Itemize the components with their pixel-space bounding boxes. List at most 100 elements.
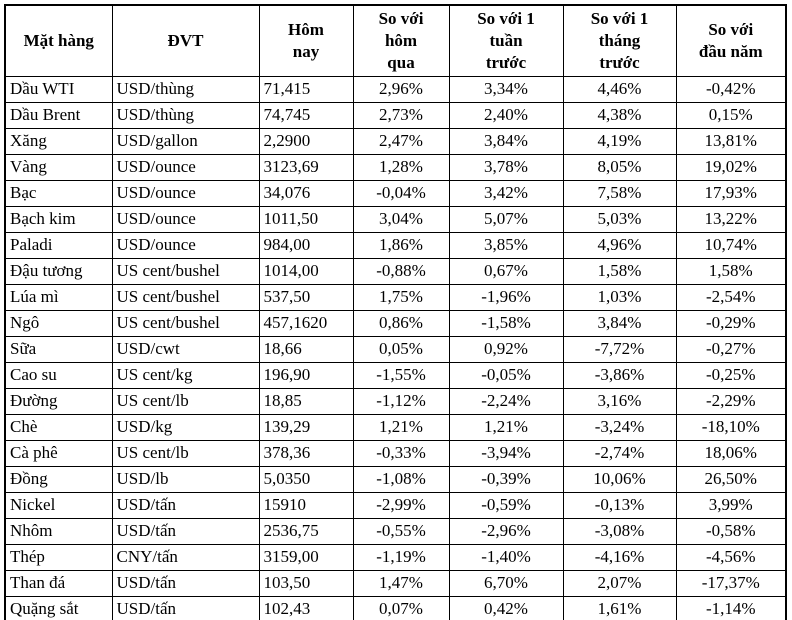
cell-vs-month: 2,07% (562, 570, 677, 598)
cell-vs-month: 4,46% (562, 76, 677, 104)
table-row: Đậu tương US cent/bushel 1014,00 -0,88% 0,67… (4, 258, 787, 286)
cell-unit: CNY/tấn (111, 544, 260, 572)
cell-vs-ytd: -2,29% (675, 388, 787, 416)
cell-vs-month: -3,08% (562, 518, 677, 546)
cell-vs-week: 1,21% (448, 414, 564, 442)
cell-today-value: 5,0350 (258, 466, 354, 494)
table-row: Bạc USD/ounce 34,076 -0,04% 3,42% 7,58% 17,93% (4, 180, 787, 208)
cell-today-value: 1011,50 (258, 206, 354, 234)
cell-unit: US cent/bushel (111, 284, 260, 312)
cell-vs-ytd: -0,25% (675, 362, 787, 390)
cell-vs-week: -2,24% (448, 388, 564, 416)
cell-commodity-name: Bạch kim (4, 206, 113, 234)
cell-commodity-name: Than đá (4, 570, 113, 598)
cell-today-value: 1014,00 (258, 258, 354, 286)
cell-today-value: 196,90 (258, 362, 354, 390)
table-row: Sữa USD/cwt 18,66 0,05% 0,92% -7,72% -0,27% (4, 336, 787, 364)
table-row: Vàng USD/ounce 3123,69 1,28% 3,78% 8,05% 19,02… (4, 154, 787, 182)
cell-vs-week: -1,40% (448, 544, 564, 572)
cell-vs-yesterday: -0,55% (352, 518, 450, 546)
col-header-vs-month: So với 1 tháng trước (562, 4, 677, 78)
cell-vs-month: -4,16% (562, 544, 677, 572)
cell-vs-week: 0,42% (448, 596, 564, 620)
cell-vs-week: -1,58% (448, 310, 564, 338)
cell-unit: USD/gallon (111, 128, 260, 156)
cell-vs-yesterday: 1,21% (352, 414, 450, 442)
cell-vs-month: 10,06% (562, 466, 677, 494)
cell-unit: USD/tấn (111, 596, 260, 620)
cell-today-value: 103,50 (258, 570, 354, 598)
cell-vs-yesterday: 1,47% (352, 570, 450, 598)
cell-vs-week: -2,96% (448, 518, 564, 546)
table-row: Thép CNY/tấn 3159,00 -1,19% -1,40% -4,16% -4,5… (4, 544, 787, 572)
cell-unit: USD/ounce (111, 154, 260, 182)
cell-vs-ytd: -4,56% (675, 544, 787, 572)
table-row: Đồng USD/lb 5,0350 -1,08% -0,39% 10,06% 26,50% (4, 466, 787, 494)
table-row: Lúa mì US cent/bushel 537,50 1,75% -1,96% 1,0… (4, 284, 787, 312)
table-row: Than đá USD/tấn 103,50 1,47% 6,70% 2,07% -17,3… (4, 570, 787, 598)
cell-today-value: 3159,00 (258, 544, 354, 572)
cell-today-value: 984,00 (258, 232, 354, 260)
table-row: Ngô US cent/bushel 457,1620 0,86% -1,58% 3,84… (4, 310, 787, 338)
cell-commodity-name: Paladi (4, 232, 113, 260)
cell-unit: US cent/lb (111, 388, 260, 416)
table-row: Xăng USD/gallon 2,2900 2,47% 3,84% 4,19% 13,81… (4, 128, 787, 156)
cell-unit: USD/lb (111, 466, 260, 494)
cell-commodity-name: Lúa mì (4, 284, 113, 312)
cell-today-value: 71,415 (258, 76, 354, 104)
cell-vs-ytd: -0,29% (675, 310, 787, 338)
cell-vs-ytd: -0,27% (675, 336, 787, 364)
cell-vs-month: 4,38% (562, 102, 677, 130)
cell-vs-month: -7,72% (562, 336, 677, 364)
cell-vs-week: -3,94% (448, 440, 564, 468)
cell-unit: USD/tấn (111, 518, 260, 546)
cell-unit: USD/thùng (111, 102, 260, 130)
cell-vs-yesterday: 0,86% (352, 310, 450, 338)
cell-commodity-name: Ngô (4, 310, 113, 338)
cell-vs-yesterday: 3,04% (352, 206, 450, 234)
table-row: Nhôm USD/tấn 2536,75 -0,55% -2,96% -3,08% -0,5… (4, 518, 787, 546)
cell-vs-week: -0,05% (448, 362, 564, 390)
table-row: Paladi USD/ounce 984,00 1,86% 3,85% 4,96% 10,7… (4, 232, 787, 260)
col-header-vs-yesterday: So với hôm qua (352, 4, 450, 78)
cell-vs-week: -0,59% (448, 492, 564, 520)
cell-vs-ytd: 13,81% (675, 128, 787, 156)
cell-commodity-name: Quặng sắt (4, 596, 113, 620)
cell-unit: USD/tấn (111, 570, 260, 598)
table-row: Bạch kim USD/ounce 1011,50 3,04% 5,07% 5,03% 1… (4, 206, 787, 234)
cell-unit: USD/thùng (111, 76, 260, 104)
cell-commodity-name: Sữa (4, 336, 113, 364)
cell-vs-week: 6,70% (448, 570, 564, 598)
cell-unit: US cent/bushel (111, 258, 260, 286)
cell-vs-ytd: -1,14% (675, 596, 787, 620)
cell-today-value: 457,1620 (258, 310, 354, 338)
cell-vs-week: 0,92% (448, 336, 564, 364)
cell-vs-month: 1,58% (562, 258, 677, 286)
cell-vs-week: 3,34% (448, 76, 564, 104)
cell-commodity-name: Bạc (4, 180, 113, 208)
cell-vs-yesterday: -1,12% (352, 388, 450, 416)
cell-vs-yesterday: 1,75% (352, 284, 450, 312)
cell-vs-month: 1,61% (562, 596, 677, 620)
header-row: Mặt hàng ĐVT Hôm nay So với hôm qua So v… (4, 4, 787, 78)
cell-unit: US cent/lb (111, 440, 260, 468)
table-row: Dầu Brent USD/thùng 74,745 2,73% 2,40% 4,38% 0… (4, 102, 787, 130)
cell-commodity-name: Nhôm (4, 518, 113, 546)
cell-vs-month: 3,16% (562, 388, 677, 416)
cell-vs-month: 4,19% (562, 128, 677, 156)
cell-today-value: 2,2900 (258, 128, 354, 156)
cell-commodity-name: Dầu Brent (4, 102, 113, 130)
col-header-today: Hôm nay (258, 4, 354, 78)
cell-vs-month: -0,13% (562, 492, 677, 520)
commodity-price-table: Mặt hàng ĐVT Hôm nay So với hôm qua So v… (4, 4, 787, 620)
cell-vs-ytd: -18,10% (675, 414, 787, 442)
cell-unit: USD/kg (111, 414, 260, 442)
cell-commodity-name: Dầu WTI (4, 76, 113, 104)
cell-unit: US cent/kg (111, 362, 260, 390)
cell-unit: USD/ounce (111, 232, 260, 260)
cell-vs-yesterday: -2,99% (352, 492, 450, 520)
cell-vs-yesterday: 2,73% (352, 102, 450, 130)
cell-commodity-name: Chè (4, 414, 113, 442)
cell-today-value: 3123,69 (258, 154, 354, 182)
